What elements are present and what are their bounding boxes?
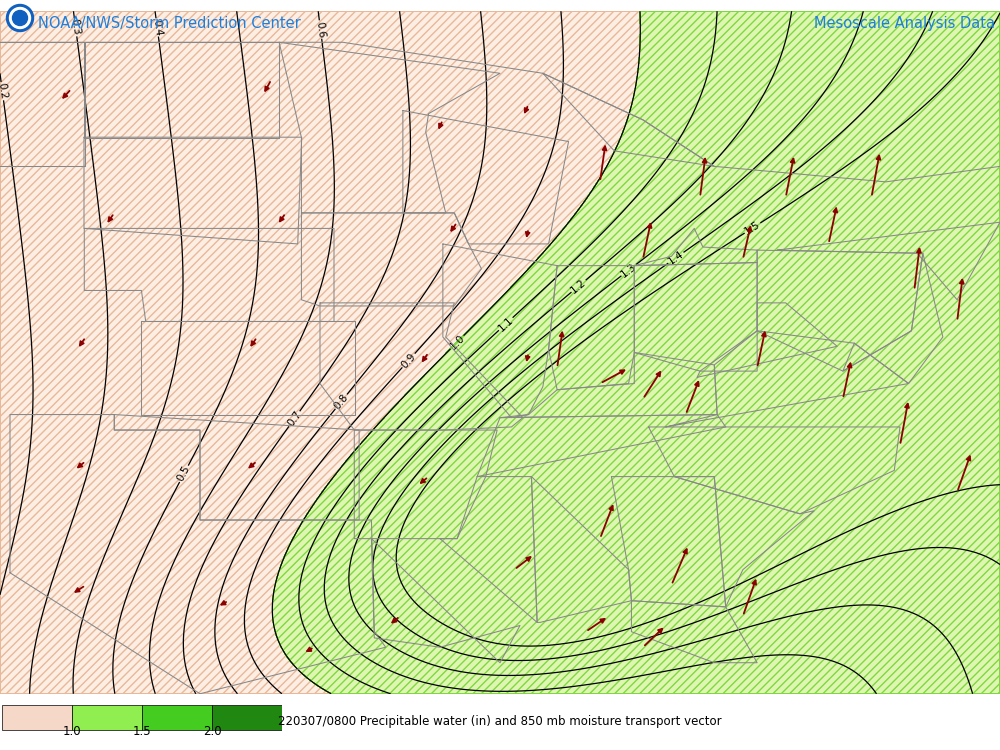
- Text: 0.4: 0.4: [151, 19, 163, 36]
- Text: 0.9: 0.9: [399, 351, 418, 370]
- Text: 0.8: 0.8: [332, 392, 350, 411]
- Text: 1.1: 1.1: [496, 315, 515, 333]
- Bar: [72, 705, 142, 730]
- Text: 0.2: 0.2: [0, 82, 8, 100]
- Text: 1.2: 1.2: [569, 277, 588, 296]
- Text: 0.7: 0.7: [285, 410, 303, 428]
- Bar: [142, 705, 212, 730]
- Circle shape: [10, 8, 30, 28]
- Text: 1.4: 1.4: [666, 249, 686, 267]
- Circle shape: [7, 4, 34, 32]
- Text: 220307/0800 Precipitable water (in) and 850 mb moisture transport vector: 220307/0800 Precipitable water (in) and …: [278, 715, 722, 728]
- Text: NOAA/NWS/Storm Prediction Center: NOAA/NWS/Storm Prediction Center: [38, 16, 301, 31]
- Text: Mesoscale Analysis Data: Mesoscale Analysis Data: [814, 16, 995, 31]
- Text: 1.0: 1.0: [63, 725, 81, 738]
- Bar: [2, 705, 72, 730]
- Text: 1.5: 1.5: [133, 725, 151, 738]
- Text: 0.6: 0.6: [315, 21, 327, 38]
- Text: 1.0: 1.0: [448, 333, 466, 352]
- Circle shape: [12, 10, 27, 26]
- Text: 1.5: 1.5: [743, 219, 762, 237]
- Text: 0.3: 0.3: [70, 19, 82, 36]
- Text: 2.0: 2.0: [203, 725, 221, 738]
- Text: 1.3: 1.3: [619, 261, 638, 279]
- Text: 0.5: 0.5: [176, 464, 192, 484]
- Bar: [212, 705, 282, 730]
